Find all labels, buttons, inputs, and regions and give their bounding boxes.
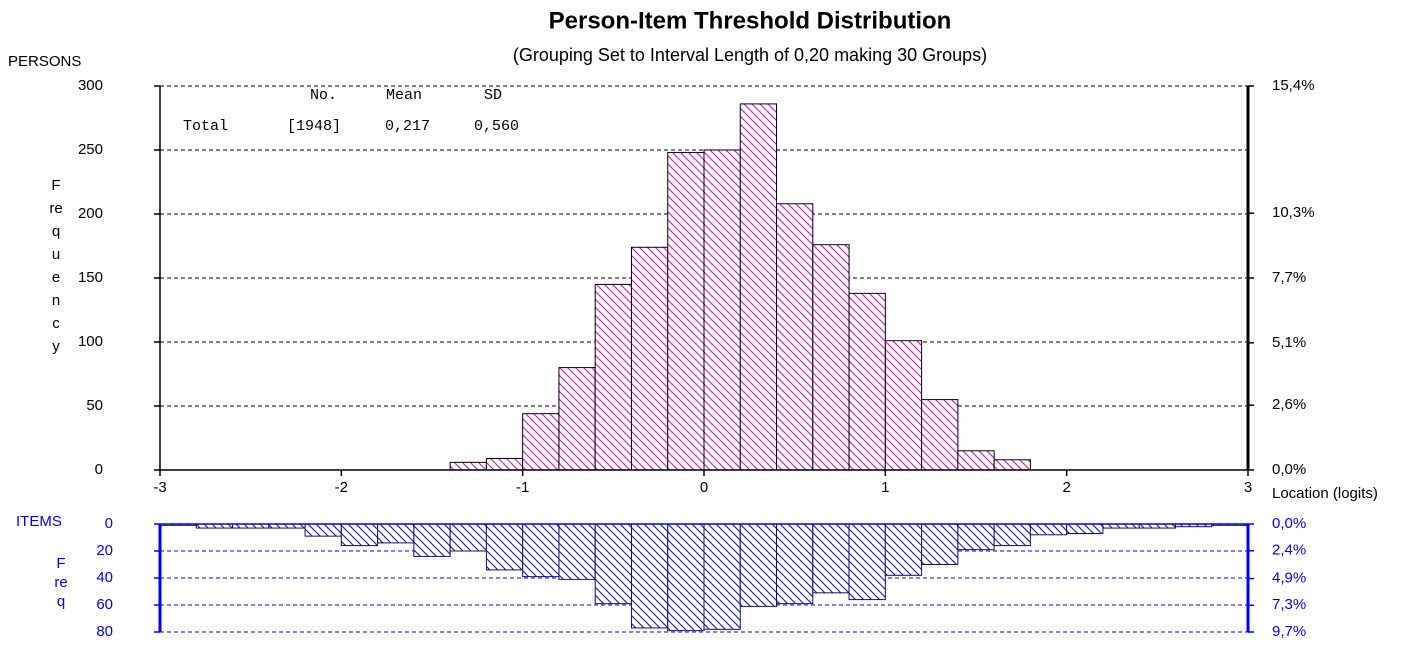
bar (522, 413, 560, 471)
plot: 0 20 40 60 80 0,0% 2,4% 4,9% 7,3% 9,7% (96, 515, 1306, 640)
plot: 0 50 100 150 200 250 300 0,0% 2,6% 5,1% 7,7% 10,3% 1… (78, 77, 1315, 496)
y-tick-label: 60 (96, 596, 113, 613)
y2-tick-label: 9,7% (1272, 623, 1306, 640)
bar (739, 103, 778, 471)
bar (449, 461, 487, 471)
bar (594, 523, 632, 605)
bar (630, 246, 669, 471)
stats-header: SD (484, 87, 502, 104)
bar (812, 244, 850, 471)
x-tick-label: 3 (1244, 479, 1252, 496)
bar (957, 523, 995, 551)
bar (921, 523, 959, 565)
bar (340, 523, 379, 547)
y-tick-label: 50 (86, 397, 103, 414)
bar (703, 523, 741, 630)
bar (993, 523, 1031, 547)
y2-tick-label: 2,4% (1272, 542, 1306, 559)
bar (848, 523, 886, 601)
x-tick-label: -1 (516, 479, 529, 496)
stats-header: Mean (386, 87, 422, 104)
x-tick-label: -3 (153, 479, 166, 496)
bar (884, 340, 923, 471)
bar (522, 523, 560, 578)
bar (558, 367, 596, 471)
bar (957, 450, 995, 471)
series-label: ITEMS (16, 513, 62, 530)
series-label: PERSONS (8, 53, 81, 70)
y2-tick-label: 7,3% (1272, 596, 1306, 613)
bar (993, 459, 1031, 471)
stats-cell: 0,560 (474, 118, 519, 135)
y2-tick-label: 0,0% (1272, 515, 1306, 532)
y-axis-label: Freq (54, 555, 68, 610)
y2-tick-label: 2,6% (1272, 396, 1306, 413)
bar (667, 523, 705, 632)
stats-cell: Total (183, 118, 228, 135)
bar (1029, 523, 1068, 536)
bar (630, 523, 669, 629)
y2-tick-label: 5,1% (1272, 334, 1306, 351)
bar (848, 292, 886, 471)
y-tick-label: 200 (78, 205, 103, 222)
bar (776, 203, 814, 471)
y2-tick-label: 4,9% (1272, 570, 1306, 587)
x-tick-label: 2 (1062, 479, 1070, 496)
y-tick-label: 0 (95, 461, 103, 478)
bar (594, 283, 632, 471)
bar (485, 523, 524, 571)
y-tick-label: 100 (78, 333, 103, 350)
bar (485, 457, 524, 471)
bar (776, 523, 814, 605)
y2-tick-label: 15,4% (1272, 77, 1315, 94)
x-tick-label: -2 (335, 479, 348, 496)
bar (449, 523, 487, 552)
bar (1066, 523, 1104, 534)
x-axis-label: Location (logits) (1272, 485, 1378, 502)
y2-tick-label: 0,0% (1272, 461, 1306, 478)
y-tick-label: 40 (96, 569, 113, 586)
bar (884, 523, 923, 576)
y-tick-label: 20 (96, 542, 113, 559)
bar (921, 399, 959, 471)
stats-cell: [1948] (287, 118, 341, 135)
bar (739, 523, 778, 607)
y2-tick-label: 10,3% (1272, 204, 1315, 221)
chart-subtitle: (Grouping Set to Interval Length of 0,20… (513, 45, 987, 65)
bar (413, 523, 451, 557)
x-tick-label: 0 (700, 479, 708, 496)
bar (304, 523, 342, 537)
y-tick-label: 150 (78, 269, 103, 286)
stats-header: No. (310, 87, 337, 104)
y-tick-label: 300 (78, 77, 103, 94)
y-tick-label: 250 (78, 141, 103, 158)
bar (812, 523, 850, 594)
y-axis-label: Frequency (49, 177, 63, 355)
stats-cell: 0,217 (385, 118, 430, 135)
y-tick-label: 80 (96, 623, 113, 640)
x-tick-label: 1 (881, 479, 889, 496)
bar (703, 149, 741, 471)
y2-tick-label: 7,7% (1272, 269, 1306, 286)
y-tick-label: 0 (105, 515, 113, 532)
bar (667, 152, 705, 471)
bar (377, 523, 415, 544)
bar (558, 523, 596, 580)
chart-title: Person-Item Threshold Distribution (549, 7, 952, 34)
